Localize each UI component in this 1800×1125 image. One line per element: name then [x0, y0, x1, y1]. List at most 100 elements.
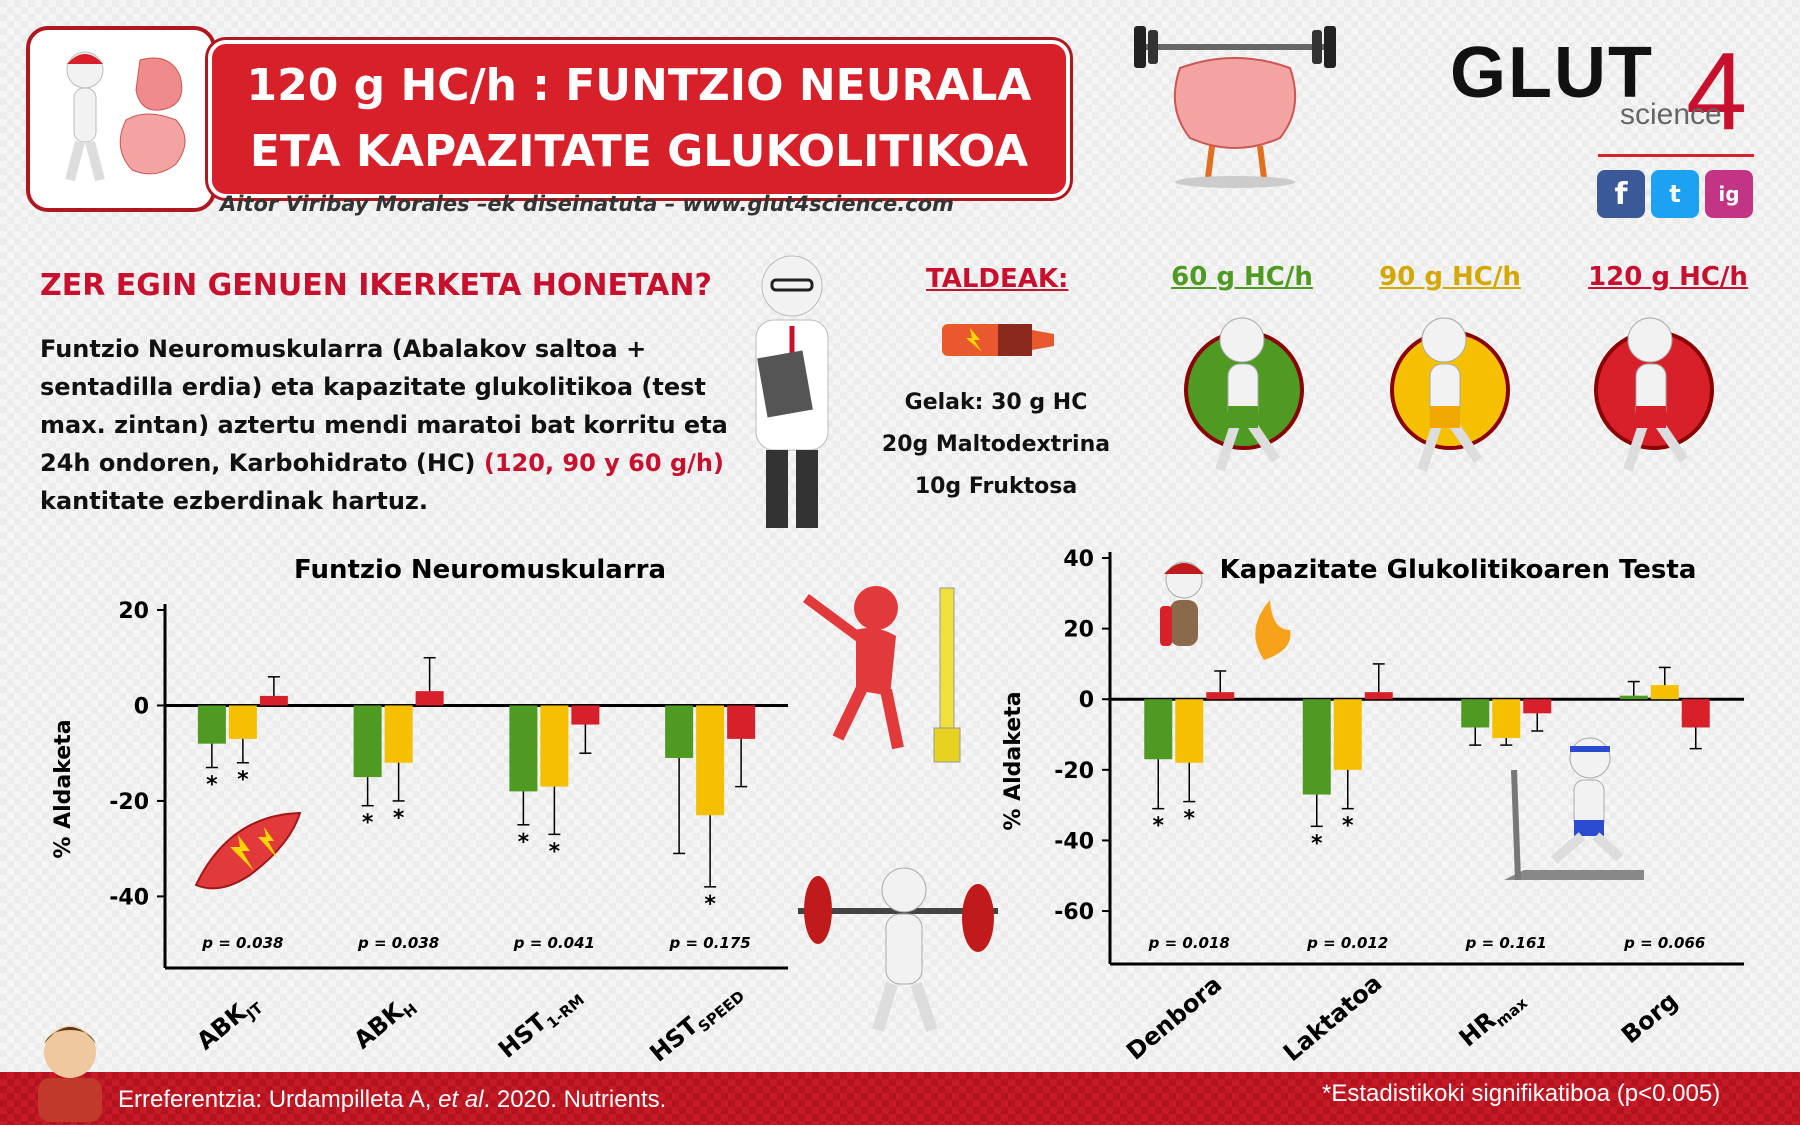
instagram-icon[interactable]: ig: [1705, 170, 1753, 218]
significance-marker: *: [1183, 807, 1195, 832]
bar-120gHCh: [1206, 692, 1235, 700]
description-doses: (120, 90 y 60 g/h): [483, 449, 724, 477]
bar-60gHCh: [353, 705, 382, 778]
x-tick-label: ABKH: [348, 989, 421, 1057]
energy-gel-icon: [942, 324, 1054, 356]
y-tick-label: 0: [134, 694, 149, 719]
p-value-label: p = 0.041: [513, 934, 595, 952]
study-question-heading: ZER EGIN GENUEN IKERKETA HONETAN?: [40, 268, 712, 303]
group-90-label: 90 g HC/h: [1379, 262, 1521, 292]
chart-glycolytic: Kapazitate Glukolitikoaren Testa % Aldake…: [1001, 547, 1744, 1067]
significance-marker: *: [704, 892, 716, 917]
p-value-label: p = 0.018: [1148, 934, 1230, 952]
bar-60gHCh: [197, 705, 226, 744]
description-text: Funtzio Neuromuskularra (Abalakov saltoa…: [40, 335, 728, 477]
y-tick-label: -60: [1054, 900, 1094, 925]
bar-120gHCh: [1681, 699, 1710, 728]
y-axis-label: % Aldaketa: [51, 719, 76, 858]
bar-90gHCh: [696, 705, 725, 816]
weightlifter-illustration: [798, 867, 998, 1032]
bar-90gHCh: [1175, 699, 1204, 763]
x-tick-label: ABKJT: [191, 988, 267, 1059]
p-value-label: p = 0.012: [1306, 934, 1388, 952]
jump-measure-illustration: [803, 586, 961, 763]
footer-bar: [0, 1072, 1800, 1125]
significance-marker: *: [237, 768, 249, 793]
bar-60gHCh: [509, 705, 538, 792]
bar-60gHCh: [1144, 699, 1173, 760]
chart-title: Kapazitate Glukolitikoaren Testa: [1220, 555, 1697, 585]
bar-120gHCh: [571, 705, 600, 725]
twitter-icon[interactable]: t: [1651, 170, 1699, 218]
study-description: Funtzio Neuromuskularra (Abalakov saltoa…: [40, 330, 740, 520]
gel-maltodextrin: 20g Maltodextrina: [881, 432, 1111, 457]
logo-divider: [1598, 154, 1754, 157]
significance-note: *Estadistikoki signifikatiboa (p<0.005): [1322, 1080, 1721, 1107]
logo-digit: 4: [1686, 30, 1748, 153]
y-tick-label: 0: [1079, 688, 1094, 713]
logo-text: GLUT: [1450, 33, 1654, 113]
facebook-icon[interactable]: f: [1597, 170, 1645, 218]
bar-120gHCh: [415, 691, 444, 706]
main-title-banner: 120 g HC/h : FUNTZIO NEURALA ETA KAPAZIT…: [208, 40, 1070, 198]
scientist-illustration: [755, 255, 829, 528]
group-120-label: 120 g HC/h: [1588, 262, 1748, 292]
title-line-1: 120 g HC/h : FUNTZIO NEURALA: [246, 60, 1032, 111]
bar-120gHCh: [1523, 699, 1552, 714]
chart-neuromuscular: Funtzio Neuromuskularra % Aldaketa 20 0 -20 -…: [51, 555, 788, 1070]
significance-marker: *: [362, 811, 374, 836]
bar-60gHCh: [665, 705, 694, 758]
gel-carbs: Gelak: 30 g HC: [904, 390, 1088, 415]
ref-prefix: Erreferentzia: Urdampilleta A,: [118, 1086, 439, 1113]
bar-120gHCh: [727, 705, 756, 739]
description-end: kantitate ezberdinak hartuz.: [40, 487, 429, 515]
p-value-label: p = 0.038: [357, 934, 439, 952]
header-illustration-frame: [26, 26, 216, 212]
p-value-label: p = 0.038: [201, 934, 283, 952]
significance-marker: *: [549, 839, 561, 864]
y-tick-label: -40: [109, 885, 149, 910]
weightlifting-intestine-illustration: [1134, 26, 1336, 188]
significance-marker: *: [518, 830, 530, 855]
ref-suffix: . 2020. Nutrients.: [483, 1086, 667, 1113]
bar-90gHCh: [228, 705, 257, 739]
bar-90gHCh: [1650, 685, 1679, 700]
ref-italic: et al: [438, 1086, 484, 1113]
muscle-icon: [194, 811, 302, 890]
bar-90gHCh: [1492, 699, 1521, 739]
x-tick-label: Denbora: [1121, 970, 1227, 1065]
significance-marker: *: [1311, 831, 1323, 856]
bar-120gHCh: [1364, 692, 1393, 700]
byline: Aitor Viribay Morales –ek diseinatuta – …: [220, 192, 954, 216]
p-value-label: p = 0.161: [1465, 934, 1547, 952]
bar-90gHCh: [540, 705, 569, 787]
significance-marker: *: [1342, 814, 1354, 839]
p-value-label: p = 0.175: [669, 934, 751, 952]
firefighter-illustration: [1160, 561, 1291, 660]
glut4science-logo: GLUT 4 science: [1450, 30, 1760, 153]
y-tick-label: -20: [1054, 759, 1094, 784]
x-tick-label: HRmax: [1454, 983, 1532, 1055]
bar-120gHCh: [259, 695, 288, 706]
y-tick-label: -40: [1054, 829, 1094, 854]
significance-marker: *: [393, 806, 405, 831]
significance-marker: *: [206, 773, 218, 798]
y-tick-label: 20: [1063, 618, 1094, 643]
gel-fructose: 10g Fruktosa: [914, 474, 1078, 499]
x-tick-label: HST1-RM: [493, 980, 588, 1067]
reference-citation: Erreferentzia: Urdampilleta A, et al. 20…: [118, 1086, 666, 1114]
treadmill-illustration: [1504, 737, 1644, 881]
y-tick-label: 20: [118, 599, 149, 624]
logo-sub: science: [1620, 98, 1722, 131]
y-tick-label: -20: [109, 790, 149, 815]
x-tick-label: HSTSPEED: [644, 976, 748, 1070]
bar-60gHCh: [1461, 699, 1490, 728]
runner-figures: [1215, 317, 1689, 472]
p-value-label: p = 0.066: [1623, 934, 1705, 952]
bar-60gHCh: [1619, 695, 1648, 700]
significance-marker: *: [1152, 814, 1164, 839]
y-tick-label: 40: [1063, 547, 1094, 572]
coach-stomach-illustration: [65, 51, 186, 182]
groups-title: TALDEAK:: [926, 264, 1069, 294]
bar-90gHCh: [384, 705, 413, 763]
